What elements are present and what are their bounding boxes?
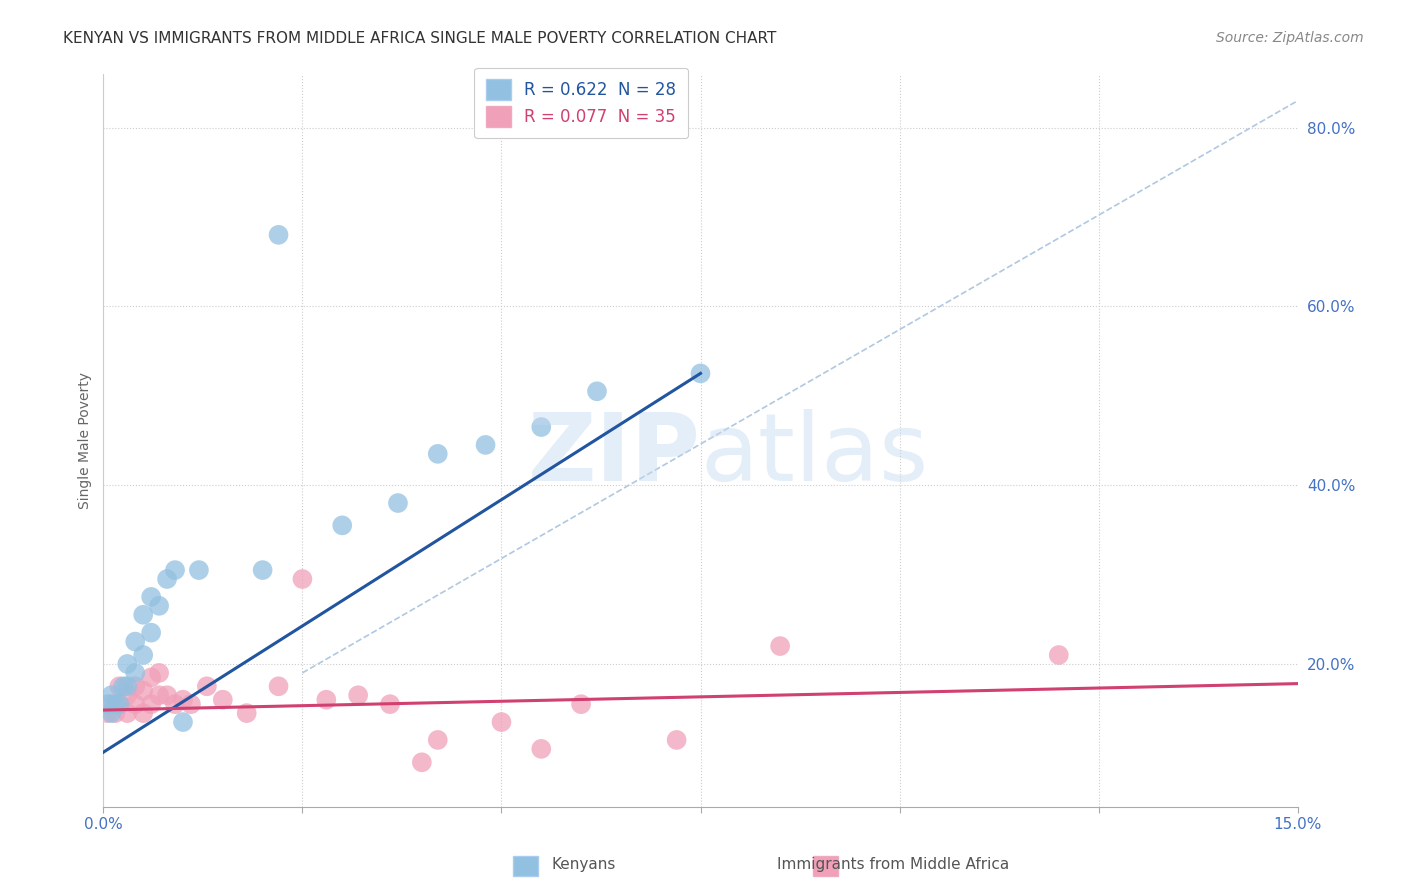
Text: Immigrants from Middle Africa: Immigrants from Middle Africa — [776, 857, 1010, 872]
Point — [426, 447, 449, 461]
Point — [163, 697, 186, 711]
Point — [141, 697, 163, 711]
Point — [180, 697, 202, 711]
Point — [96, 706, 118, 720]
Text: KENYAN VS IMMIGRANTS FROM MIDDLE AFRICA SINGLE MALE POVERTY CORRELATION CHART: KENYAN VS IMMIGRANTS FROM MIDDLE AFRICA … — [63, 31, 776, 46]
Point — [315, 692, 337, 706]
Point — [291, 572, 314, 586]
Point — [769, 639, 792, 653]
Text: atlas: atlas — [700, 409, 929, 501]
Point — [117, 679, 139, 693]
Point — [117, 688, 139, 702]
Point — [530, 420, 553, 434]
Point — [689, 367, 711, 381]
Point — [117, 706, 139, 720]
Point — [252, 563, 274, 577]
Y-axis label: Single Male Poverty: Single Male Poverty — [79, 372, 93, 509]
Point — [124, 679, 146, 693]
Point — [156, 572, 179, 586]
Text: ZIP: ZIP — [527, 409, 700, 501]
Point — [195, 679, 218, 693]
Point — [586, 384, 609, 399]
Point — [141, 625, 163, 640]
Point — [1047, 648, 1070, 662]
Point — [132, 607, 155, 622]
Point — [100, 688, 122, 702]
Point — [267, 679, 290, 693]
Point — [112, 679, 135, 693]
Point — [163, 563, 186, 577]
Text: Source: ZipAtlas.com: Source: ZipAtlas.com — [1216, 31, 1364, 45]
Point — [378, 697, 401, 711]
Point — [148, 665, 170, 680]
Point — [330, 518, 353, 533]
Point — [235, 706, 257, 720]
Point — [100, 706, 122, 720]
Point — [426, 733, 449, 747]
Point — [124, 665, 146, 680]
Point — [530, 742, 553, 756]
Point — [411, 756, 433, 770]
Point — [387, 496, 409, 510]
Point — [100, 697, 122, 711]
Point — [124, 634, 146, 648]
Point — [491, 714, 513, 729]
Point — [665, 733, 688, 747]
Point — [117, 657, 139, 671]
Point — [124, 697, 146, 711]
Point — [104, 697, 127, 711]
Point — [156, 688, 179, 702]
Point — [172, 692, 194, 706]
Point — [148, 599, 170, 613]
Point — [132, 683, 155, 698]
Point — [104, 706, 127, 720]
Legend: R = 0.622  N = 28, R = 0.077  N = 35: R = 0.622 N = 28, R = 0.077 N = 35 — [474, 68, 688, 138]
Point — [108, 679, 131, 693]
Point — [474, 438, 496, 452]
Point — [267, 227, 290, 242]
Point — [347, 688, 370, 702]
Point — [96, 697, 118, 711]
Point — [172, 714, 194, 729]
Point — [141, 670, 163, 684]
Point — [108, 697, 131, 711]
Point — [141, 590, 163, 604]
Point — [108, 697, 131, 711]
Point — [132, 706, 155, 720]
Point — [569, 697, 592, 711]
Point — [211, 692, 233, 706]
Point — [132, 648, 155, 662]
Point — [148, 688, 170, 702]
Point — [187, 563, 209, 577]
Text: Kenyans: Kenyans — [551, 857, 616, 872]
